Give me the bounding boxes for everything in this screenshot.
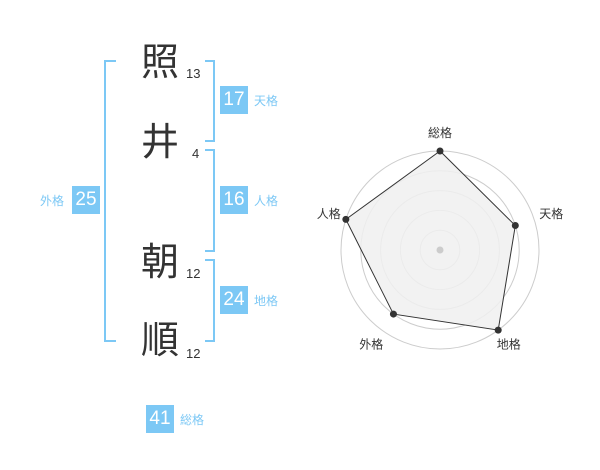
stroke-count-4: 12 bbox=[186, 346, 201, 361]
radar-point-3 bbox=[389, 310, 397, 318]
name-char-4: 順 bbox=[140, 318, 179, 362]
tenkaku-value: 17 bbox=[220, 86, 248, 114]
chikaku-value: 24 bbox=[220, 286, 248, 314]
tenkaku-label: 天格 bbox=[254, 94, 279, 108]
gaikaku-value: 25 bbox=[72, 186, 100, 214]
gaikaku-bracket bbox=[104, 60, 116, 342]
radar-point-0 bbox=[436, 147, 444, 155]
stroke-count-1: 13 bbox=[186, 66, 201, 81]
radar-point-2 bbox=[494, 326, 502, 334]
radar-axis-label: 人格 bbox=[317, 206, 341, 221]
jinkaku-bracket bbox=[205, 149, 215, 252]
soukaku-label: 総格 bbox=[180, 413, 205, 427]
radar-axis-label: 地格 bbox=[497, 337, 521, 352]
radar-center-dot bbox=[436, 246, 444, 254]
tenkaku-bracket bbox=[205, 60, 215, 142]
radar-axis-label: 天格 bbox=[539, 206, 563, 221]
stroke-count-2: 4 bbox=[192, 146, 200, 161]
jinkaku-label: 人格 bbox=[254, 194, 279, 208]
jinkaku-value: 16 bbox=[220, 186, 248, 214]
stroke-count-3: 12 bbox=[186, 266, 201, 281]
radar-area bbox=[345, 150, 516, 331]
chikaku-bracket bbox=[205, 259, 215, 342]
radar-point-4 bbox=[342, 215, 350, 223]
name-char-3: 朝 bbox=[140, 240, 179, 284]
radar-axis-label: 総格 bbox=[428, 125, 452, 140]
chikaku-label: 地格 bbox=[254, 294, 279, 308]
soukaku-value: 41 bbox=[146, 405, 174, 433]
gaikaku-label: 外格 bbox=[40, 194, 65, 208]
radar-point-1 bbox=[511, 222, 519, 230]
name-char-2: 井 bbox=[140, 120, 179, 164]
radar-axis-label: 外格 bbox=[359, 337, 383, 352]
name-char-1: 照 bbox=[140, 40, 179, 84]
